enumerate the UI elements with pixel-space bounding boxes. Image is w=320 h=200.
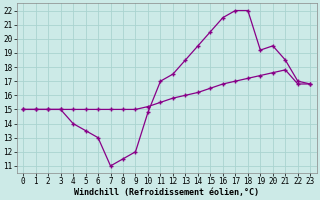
X-axis label: Windchill (Refroidissement éolien,°C): Windchill (Refroidissement éolien,°C) — [74, 188, 259, 197]
